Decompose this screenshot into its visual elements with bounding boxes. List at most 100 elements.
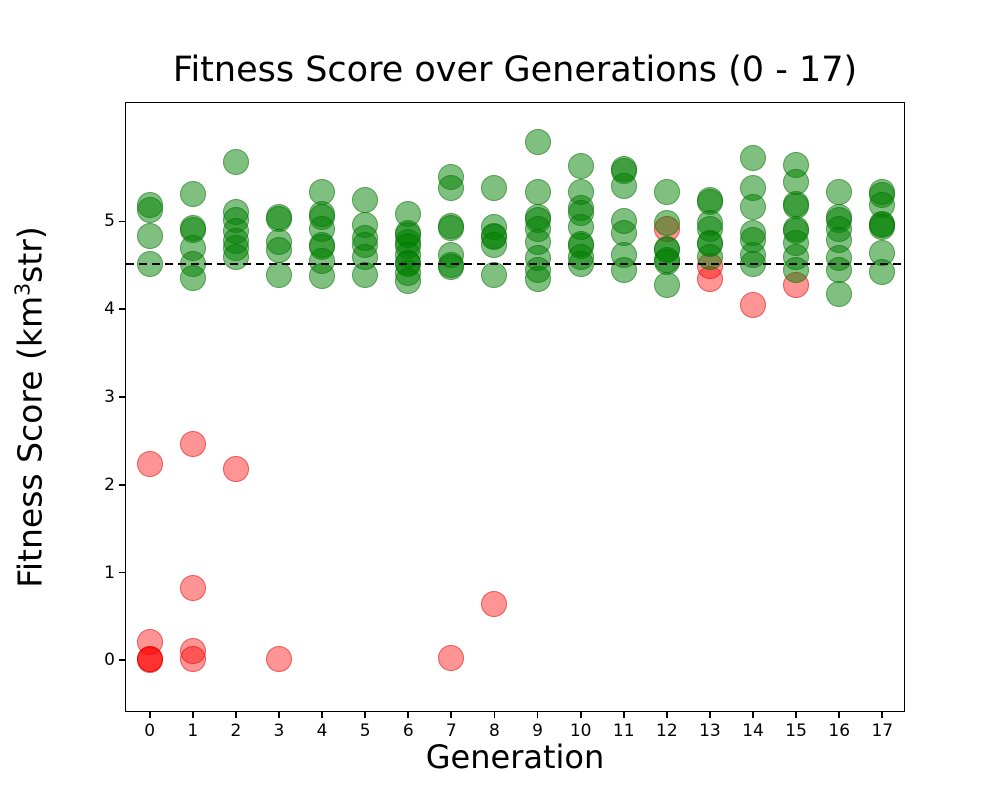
data-point-fitness-above-threshold: [179, 181, 206, 208]
data-point-fitness-below-threshold: [136, 450, 163, 477]
data-point-fitness-below-threshold: [222, 456, 249, 482]
x-tick-label: 3: [273, 721, 285, 741]
data-point-fitness-above-threshold: [438, 175, 465, 202]
data-point-fitness-above-threshold: [610, 173, 637, 200]
x-tick-mark: [795, 712, 797, 718]
x-tick-label: 12: [656, 721, 678, 741]
x-tick-label: 13: [699, 721, 721, 741]
y-tick-mark: [119, 571, 125, 574]
y-tick-mark: [119, 396, 125, 398]
x-tick-mark: [450, 712, 453, 718]
y-axis-label-text: Fitness Score (km: [10, 295, 50, 588]
data-point-fitness-below-threshold: [438, 644, 465, 671]
data-point-fitness-above-threshold: [826, 178, 853, 205]
x-axis-label: Generation: [425, 738, 605, 776]
data-point-fitness-above-threshold: [438, 214, 465, 241]
y-axis-label-unit-suffix: str): [10, 226, 50, 283]
x-tick-label: 6: [402, 721, 414, 741]
data-point-fitness-above-threshold: [395, 268, 422, 295]
data-point-fitness-above-threshold: [869, 213, 896, 240]
x-tick-mark: [709, 712, 711, 718]
y-tick-mark: [119, 659, 125, 662]
x-tick-label: 15: [785, 721, 807, 741]
x-tick-label: 4: [316, 721, 328, 741]
data-point-fitness-above-threshold: [524, 266, 551, 293]
data-point-fitness-above-threshold: [653, 271, 680, 298]
x-tick-mark: [579, 712, 582, 718]
data-point-fitness-below-threshold: [481, 591, 508, 618]
data-point-fitness-above-threshold: [136, 197, 163, 224]
data-point-fitness-above-threshold: [481, 262, 508, 289]
data-point-fitness-below-threshold: [265, 646, 292, 673]
data-point-fitness-above-threshold: [481, 232, 508, 259]
x-tick-label: 8: [489, 721, 500, 741]
data-point-fitness-above-threshold: [696, 243, 723, 270]
data-point-fitness-above-threshold: [222, 148, 249, 175]
y-tick-mark: [119, 308, 125, 311]
data-point-fitness-above-threshold: [222, 243, 249, 270]
plot-title: Fitness Score over Generations (0 - 17): [172, 50, 858, 90]
y-tick-label: 0: [104, 650, 115, 671]
data-point-fitness-below-threshold: [136, 646, 163, 673]
data-point-fitness-above-threshold: [309, 178, 336, 205]
x-tick-label: 2: [230, 721, 242, 741]
x-tick-label: 17: [871, 721, 894, 741]
x-tick-mark: [493, 712, 496, 718]
data-point-fitness-above-threshold: [352, 186, 379, 213]
x-tick-mark: [622, 712, 625, 718]
y-tick-mark: [119, 220, 125, 223]
x-tick-mark: [278, 712, 280, 718]
x-tick-label: 7: [445, 721, 457, 741]
x-tick-label: 1: [187, 721, 199, 741]
data-point-fitness-above-threshold: [653, 178, 680, 205]
data-point-fitness-above-threshold: [179, 264, 206, 291]
y-tick-label: 5: [104, 211, 115, 232]
data-point-fitness-above-threshold: [826, 256, 853, 283]
y-axis-label-superscript: 3: [10, 282, 35, 296]
x-tick-mark: [407, 712, 410, 718]
x-tick-label: 9: [532, 721, 543, 741]
plot-area: 0 1 2 3 4 5 6 7 8 9 10 11 12 13 14 15 16 17 0 1 2 3 4 5: [104, 102, 905, 741]
y-tick-label: 4: [104, 299, 115, 320]
data-point-fitness-above-threshold: [481, 175, 508, 202]
data-point-fitness-above-threshold: [740, 193, 767, 220]
y-axis-label: Fitness Score (km3str): [11, 226, 50, 587]
x-tick-mark: [364, 712, 367, 718]
x-tick-mark: [191, 712, 194, 718]
x-tick-mark: [234, 712, 237, 718]
data-point-fitness-above-threshold: [438, 254, 465, 281]
threshold-line: [126, 262, 904, 265]
y-tick-label: 1: [104, 562, 115, 583]
y-tick-mark: [119, 483, 125, 486]
data-point-fitness-above-threshold: [265, 262, 292, 289]
data-point-fitness-above-threshold: [783, 256, 810, 283]
y-tick-label: 3: [104, 387, 115, 408]
data-point-fitness-above-threshold: [653, 210, 680, 237]
x-tick-mark: [148, 712, 151, 718]
x-tick-label: 16: [828, 721, 851, 741]
x-tick-label: 11: [612, 721, 635, 741]
data-point-fitness-below-threshold: [179, 575, 206, 602]
x-tick-mark: [752, 712, 754, 718]
data-point-fitness-above-threshold: [309, 262, 336, 289]
data-point-fitness-below-threshold: [740, 291, 767, 318]
data-point-fitness-above-threshold: [524, 128, 551, 155]
x-tick-mark: [665, 712, 668, 718]
data-point-fitness-above-threshold: [265, 236, 292, 263]
data-point-fitness-above-threshold: [524, 178, 551, 205]
data-point-fitness-below-threshold: [179, 431, 206, 458]
x-tick-label: 14: [742, 721, 764, 741]
x-tick-mark: [536, 712, 539, 718]
data-point-fitness-above-threshold: [610, 256, 637, 283]
x-tick-label: 0: [144, 721, 156, 741]
y-tick-label: 2: [104, 474, 115, 495]
data-point-fitness-above-threshold: [826, 281, 853, 308]
x-tick-label: 10: [569, 721, 592, 741]
data-point-fitness-above-threshold: [352, 262, 379, 289]
x-tick-mark: [881, 712, 884, 718]
x-tick-mark: [838, 712, 841, 718]
data-point-fitness-above-threshold: [265, 205, 292, 232]
data-point-fitness-above-threshold: [567, 153, 594, 180]
data-point-fitness-above-threshold: [136, 223, 163, 250]
